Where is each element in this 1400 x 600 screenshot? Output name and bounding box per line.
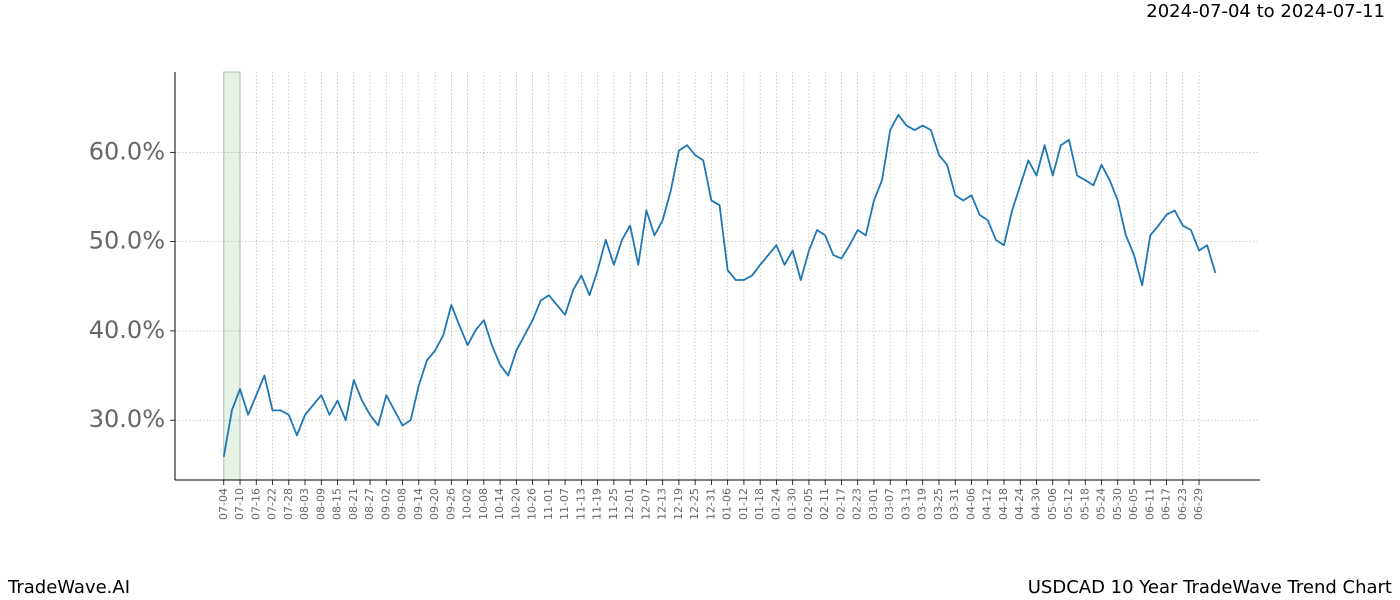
x-tick-label: 12-07	[639, 488, 652, 520]
x-tick-label: 07-16	[249, 488, 262, 520]
x-tick-label: 05-12	[1062, 488, 1075, 520]
x-tick-label: 11-19	[591, 488, 604, 520]
x-tick-label: 04-18	[997, 488, 1010, 520]
x-tick-label: 11-07	[558, 488, 571, 520]
y-tick-label: 40.0%	[89, 316, 165, 344]
x-tick-label: 06-17	[1160, 488, 1173, 520]
x-tick-label: 02-05	[802, 488, 815, 520]
line-series	[222, 113, 1217, 457]
x-tick-label: 03-01	[867, 488, 880, 520]
x-tick-label: 10-14	[493, 488, 506, 520]
x-tick-label: 02-23	[851, 488, 864, 520]
highlight-band	[223, 71, 241, 481]
x-tick-label: 04-24	[1013, 488, 1026, 520]
x-tick-label: 09-02	[379, 488, 392, 520]
x-tick-label: 09-26	[444, 488, 457, 520]
x-tick-label: 04-06	[964, 488, 977, 520]
x-tick-label: 10-20	[509, 488, 522, 520]
x-tick-label: 01-18	[753, 488, 766, 520]
x-tick-label: 11-25	[607, 488, 620, 520]
x-tick-label: 02-11	[818, 488, 831, 520]
chart-name: USDCAD 10 Year TradeWave Trend Chart	[1028, 577, 1392, 598]
x-tick-label: 08-21	[347, 488, 360, 520]
x-tick-label: 09-20	[428, 488, 441, 520]
x-tick-label: 07-04	[217, 488, 230, 520]
x-tick-label: 08-27	[363, 488, 376, 520]
y-tick-label: 60.0%	[89, 137, 165, 165]
x-tick-label: 05-06	[1046, 488, 1059, 520]
x-tick-label: 11-01	[542, 488, 555, 520]
x-tick-label: 12-01	[623, 488, 636, 520]
x-tick-label: 08-15	[331, 488, 344, 520]
x-tick-label: 12-13	[656, 488, 669, 520]
x-tick-label: 05-24	[1095, 488, 1108, 520]
x-tick-label: 07-28	[282, 488, 295, 520]
x-tick-label: 03-19	[916, 488, 929, 520]
x-tick-label: 10-08	[477, 488, 490, 520]
x-tick-label: 09-08	[396, 488, 409, 520]
x-tick-label: 09-14	[412, 488, 425, 520]
x-tick-label: 10-26	[526, 488, 539, 520]
x-tick-label: 01-06	[721, 488, 734, 520]
x-tick-label: 12-31	[704, 488, 717, 520]
brand: TradeWave.AI	[7, 577, 130, 598]
x-tick-label: 11-13	[574, 488, 587, 520]
x-tick-label: 06-29	[1192, 488, 1205, 520]
x-tick-label: 03-31	[948, 488, 961, 520]
x-tick-label: 03-07	[883, 488, 896, 520]
x-tick-label: 04-12	[981, 488, 994, 520]
x-tick-label: 02-17	[834, 488, 847, 520]
x-tick-label: 07-10	[233, 488, 246, 520]
x-tick-label: 08-09	[314, 488, 327, 520]
x-tick-label: 06-05	[1127, 488, 1140, 520]
x-tick-label: 12-19	[672, 488, 685, 520]
x-tick-label: 10-02	[461, 488, 474, 520]
x-tick-label: 06-11	[1143, 488, 1156, 520]
y-tick-label: 50.0%	[89, 227, 165, 255]
x-tick-label: 07-22	[266, 488, 279, 520]
x-tick-label: 03-13	[899, 488, 912, 520]
x-tick-label: 06-23	[1176, 488, 1189, 520]
y-tick-label: 30.0%	[89, 405, 165, 433]
x-tick-label: 03-25	[932, 488, 945, 520]
x-tick-label: 04-30	[1029, 488, 1042, 520]
x-tick-label: 08-03	[298, 488, 311, 520]
x-tick-label: 05-18	[1078, 488, 1091, 520]
date-range: 2024-07-04 to 2024-07-11	[1146, 1, 1385, 22]
x-tick-label: 01-24	[769, 488, 782, 520]
x-tick-label: 05-30	[1111, 488, 1124, 520]
x-tick-label: 01-12	[737, 488, 750, 520]
x-tick-label: 01-30	[786, 488, 799, 520]
x-tick-label: 12-25	[688, 488, 701, 520]
